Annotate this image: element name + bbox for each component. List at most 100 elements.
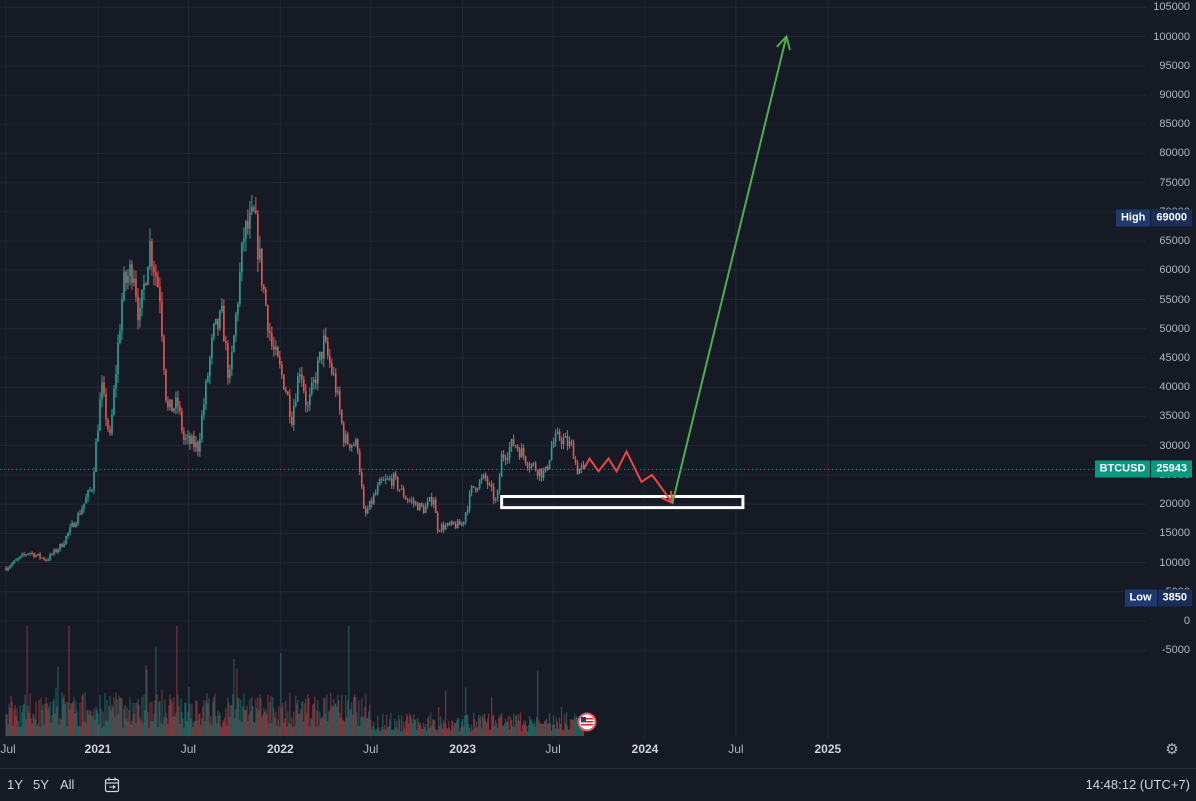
time-tick-label: Jul <box>363 742 379 756</box>
volume-bar <box>9 708 11 736</box>
volume-bar <box>70 703 72 736</box>
volume-bar <box>324 697 326 736</box>
volume-bar <box>449 727 451 736</box>
volume-bar <box>390 712 392 736</box>
volume-bar <box>97 713 99 736</box>
volume-bar <box>251 697 253 736</box>
volume-bar <box>372 726 374 736</box>
volume-bar <box>512 726 514 736</box>
volume-bar <box>565 712 568 736</box>
us-flag-icon[interactable] <box>577 712 597 732</box>
gear-icon[interactable]: ⚙ <box>1165 741 1179 758</box>
volume-bar <box>391 729 393 736</box>
volume-bar <box>299 714 301 736</box>
volume-bar <box>55 687 57 736</box>
volume-bar <box>495 720 497 736</box>
candle-body <box>476 488 479 491</box>
volume-bar <box>378 727 380 736</box>
clock-timezone[interactable]: 14:48:12 (UTC+7) <box>1085 777 1190 792</box>
candle-body <box>275 347 277 350</box>
candle-body <box>11 563 13 566</box>
volume-bar <box>498 718 500 736</box>
volume-bar <box>337 694 339 736</box>
candle-body <box>289 395 291 417</box>
volume-bar <box>402 731 404 736</box>
volume-bar <box>159 700 161 736</box>
volume-bar <box>42 704 44 736</box>
candle-body <box>5 567 7 571</box>
volume-bar <box>277 719 279 736</box>
volume-bar <box>361 698 363 736</box>
price-scale[interactable]: 1050001000009500090000850008000075000700… <box>1146 0 1196 738</box>
price-chart[interactable] <box>0 0 1146 738</box>
volume-bar <box>339 712 341 736</box>
candle-body <box>17 558 19 560</box>
volume-bar <box>322 717 324 736</box>
volume-bar <box>47 709 49 736</box>
candle-body <box>340 410 343 424</box>
candle-body <box>53 549 55 555</box>
volume-bar <box>456 720 458 736</box>
volume-bar <box>146 669 148 736</box>
candle-body <box>408 500 411 502</box>
volume-bar <box>561 729 564 736</box>
volume-bar <box>167 724 169 736</box>
range-all-button[interactable]: All <box>60 777 75 792</box>
candle-body <box>157 276 159 288</box>
candle-body <box>249 212 251 229</box>
price-tick-label: 35000 <box>1159 410 1190 423</box>
candle-body <box>207 375 209 382</box>
volume-bar <box>31 723 33 736</box>
volume-bar <box>202 706 204 736</box>
volume-bar <box>173 697 175 736</box>
candle-body <box>21 554 23 557</box>
candle-body <box>454 524 457 529</box>
candle-body <box>456 520 459 529</box>
volume-bar <box>273 708 275 736</box>
candle-body <box>33 553 35 557</box>
volume-bars <box>5 626 585 736</box>
volume-bar <box>39 726 41 736</box>
volume-bar <box>313 703 315 736</box>
volume-bar <box>172 716 174 736</box>
candle-body <box>307 405 309 407</box>
volume-bar <box>227 697 229 736</box>
volume-bar <box>133 713 135 736</box>
volume-bar <box>18 726 20 736</box>
volume-bar <box>107 720 109 736</box>
volume-bar <box>239 719 241 736</box>
calendar-range-icon[interactable] <box>103 776 121 794</box>
volume-bar <box>399 719 401 736</box>
volume-bar <box>303 721 305 736</box>
range-5y-button[interactable]: 5Y <box>33 777 49 792</box>
volume-bar <box>125 718 127 736</box>
volume-bar <box>222 719 224 736</box>
candle-body <box>332 373 335 375</box>
volume-bar <box>323 698 325 736</box>
volume-bar <box>411 718 413 736</box>
volume-bar <box>516 714 518 736</box>
range-1y-button[interactable]: 1Y <box>7 777 23 792</box>
volume-bar <box>536 670 539 736</box>
volume-bar <box>465 687 467 736</box>
candle-body <box>558 431 561 440</box>
volume-bar <box>209 722 211 736</box>
volume-bar <box>206 693 208 736</box>
candle-body <box>277 347 279 357</box>
volume-bar <box>121 698 123 736</box>
candle-body <box>388 478 391 480</box>
volume-bar <box>304 703 306 736</box>
volume-bar <box>388 726 390 736</box>
volume-bar <box>291 717 293 736</box>
volume-bar <box>60 719 62 736</box>
volume-bar <box>577 718 580 736</box>
time-tick-label: 2022 <box>266 742 294 756</box>
volume-bar <box>451 720 453 736</box>
volume-bar <box>186 720 188 736</box>
candle-body <box>123 272 125 300</box>
candle-body <box>536 470 539 476</box>
price-tick-label: 105000 <box>1153 1 1190 14</box>
candle-body <box>29 553 31 555</box>
volume-bar <box>407 716 409 736</box>
volume-bar <box>117 714 119 736</box>
